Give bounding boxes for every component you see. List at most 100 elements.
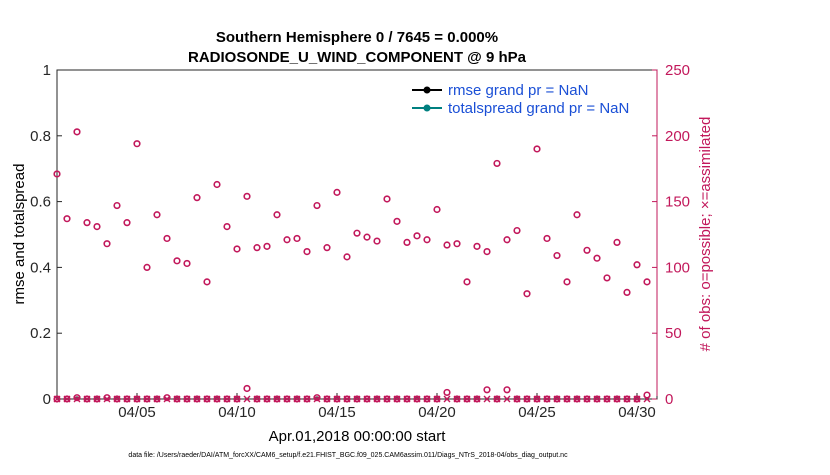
obs-possible-point — [353, 229, 361, 237]
obs-assimilated-point — [563, 395, 571, 403]
obs-possible-point — [443, 388, 451, 397]
obs-possible-point — [423, 236, 431, 244]
obs-assimilated-point — [173, 395, 181, 403]
obs-possible-point — [543, 234, 551, 243]
left-y-tick-label: 0.2 — [30, 325, 51, 342]
obs-assimilated-point — [383, 395, 391, 403]
obs-assimilated-point — [323, 395, 331, 403]
obs-possible-point — [343, 253, 351, 261]
obs-possible-point — [403, 395, 411, 403]
obs-possible-point — [373, 395, 381, 403]
obs-possible-point — [533, 395, 541, 403]
obs-possible-point — [393, 395, 401, 403]
obs-possible-point — [643, 391, 651, 399]
obs-possible-point — [313, 201, 321, 210]
obs-possible-point — [143, 395, 151, 403]
obs-possible-point — [593, 254, 601, 262]
x-tick-label: 04/10 — [218, 404, 256, 421]
obs-possible-point — [113, 201, 121, 210]
obs-assimilated-point — [363, 395, 371, 403]
obs-possible-point — [513, 395, 521, 403]
obs-possible-point — [383, 395, 391, 403]
obs-assimilated-point — [473, 395, 481, 403]
obs-possible-point — [163, 394, 171, 402]
obs-possible-point — [143, 263, 151, 272]
obs-possible-point — [113, 395, 121, 403]
obs-possible-point — [563, 395, 571, 403]
obs-assimilated-point — [573, 395, 581, 403]
obs-assimilated-point — [103, 395, 111, 403]
x-ticks: 04/05 04/10 04/15 04/20 04/25 04/30 — [56, 393, 658, 421]
obs-possible-point — [633, 261, 641, 269]
x-tick-label: 04/25 — [518, 404, 556, 421]
obs-possible-point — [483, 386, 491, 394]
obs-assimilated-point — [353, 395, 361, 403]
obs-possible-point — [173, 257, 181, 265]
obs-assimilated-point — [523, 395, 531, 403]
x-tick-label: 04/15 — [318, 404, 356, 421]
x-tick-label: 04/30 — [618, 404, 656, 421]
obs-possible-point — [573, 211, 581, 219]
obs-possible-point — [433, 395, 441, 403]
obs-possible-point — [583, 395, 591, 403]
obs-assimilated-point — [83, 395, 91, 403]
obs-possible-point — [153, 211, 161, 219]
obs-possible-point — [273, 395, 281, 403]
obs-possible-point — [93, 395, 101, 403]
x-tick-label: 04/20 — [418, 404, 456, 421]
obs-possible-point — [473, 242, 481, 250]
obs-possible-point — [343, 395, 351, 403]
obs-possible-point — [493, 159, 501, 168]
left-y-tick-label: 0.8 — [30, 128, 51, 145]
obs-possible-point — [253, 395, 261, 403]
obs-assimilated-point — [553, 395, 561, 403]
obs-possible-point — [283, 236, 291, 244]
obs-assimilated-point — [463, 395, 471, 403]
obs-possible-point — [413, 395, 421, 403]
obs-assimilated-point — [63, 395, 71, 403]
obs-possible-point — [53, 170, 61, 178]
obs-possible-point — [243, 192, 251, 200]
obs-possible-point — [133, 395, 141, 403]
obs-possible-point — [583, 246, 591, 254]
obs-assimilated-point — [153, 395, 161, 403]
obs-assimilated-point — [263, 395, 271, 403]
obs-possible-point — [193, 395, 201, 403]
obs-possible-point — [73, 128, 81, 136]
obs-possible-point — [503, 386, 511, 394]
obs-assimilated-point — [403, 395, 411, 403]
right-y-tick-label: 150 — [665, 194, 690, 211]
legend-totalspread-label: totalspread grand pr = NaN — [448, 100, 629, 117]
obs-possible-point — [483, 248, 491, 256]
obs-possible-point — [363, 395, 371, 403]
obs-possible-point — [523, 395, 531, 403]
obs-possible-point — [643, 278, 651, 286]
obs-possible-point — [173, 395, 181, 403]
obs-possible-point — [163, 234, 171, 243]
data-file-footnote: data file: /Users/raeder/DAI/ATM_forcXX/… — [128, 452, 568, 459]
left-y-tick-label: 0.4 — [30, 259, 51, 276]
obs-possible-point — [513, 226, 521, 235]
obs-possible-point — [123, 395, 131, 403]
obs-assimilated-point — [603, 395, 611, 403]
obs-assimilated-point — [483, 395, 491, 403]
obs-possible-point — [83, 219, 91, 227]
obs-possible-point — [553, 251, 561, 260]
obs-assimilated-point — [643, 395, 651, 403]
plot-area-frame — [56, 69, 658, 400]
legend-rmse-label: rmse grand pr = NaN — [448, 82, 588, 99]
obs-assimilated-point — [273, 395, 281, 403]
obs-possible-point — [103, 240, 111, 248]
obs-possible-point — [593, 395, 601, 403]
obs-possible-point — [613, 238, 621, 246]
obs-possible-point — [193, 194, 201, 202]
obs-possible-point — [133, 140, 141, 148]
obs-possible-point — [463, 278, 471, 286]
obs-possible-point — [233, 395, 241, 403]
obs-assimilated-point — [373, 395, 381, 403]
obs-possible-point — [153, 395, 161, 403]
obs-assimilated-point — [423, 395, 431, 403]
obs-assimilated-point — [343, 395, 351, 403]
